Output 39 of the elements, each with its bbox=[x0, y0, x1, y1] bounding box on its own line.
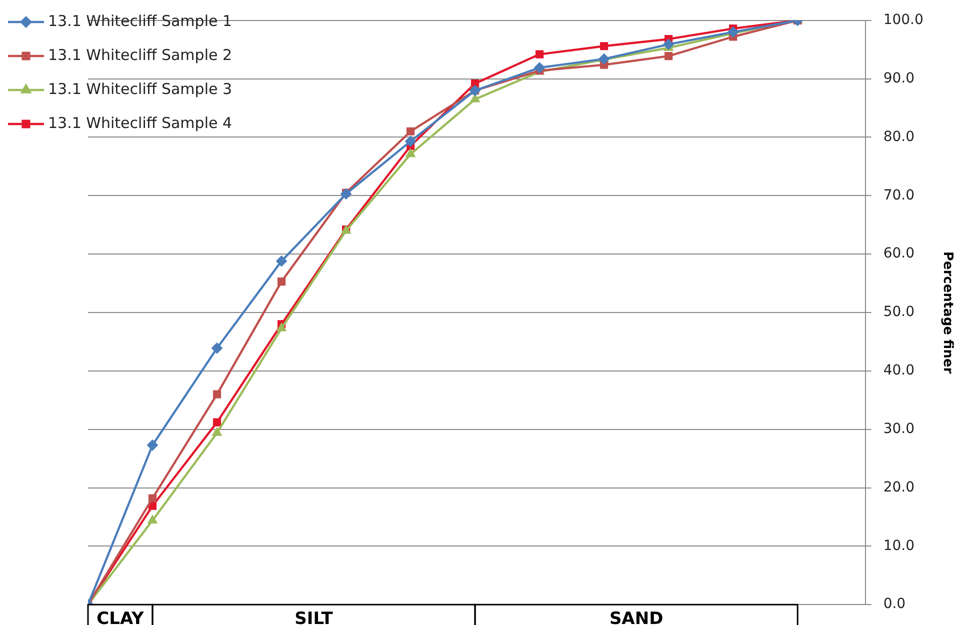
y-tick-label: 0.0 bbox=[883, 596, 906, 612]
point bbox=[664, 52, 673, 60]
legend-label: 13.1 Whitecliff Sample 3 bbox=[48, 80, 232, 98]
point bbox=[276, 256, 288, 267]
point bbox=[534, 62, 546, 74]
point bbox=[276, 322, 286, 332]
point bbox=[212, 342, 223, 354]
y-tick-label: 100.0 bbox=[883, 12, 924, 28]
point bbox=[406, 127, 415, 136]
point bbox=[536, 50, 544, 58]
y-tick-label: 20.0 bbox=[883, 479, 914, 496]
point bbox=[406, 148, 416, 158]
y-axis-title: Percentage finer bbox=[940, 251, 955, 374]
point bbox=[148, 514, 158, 524]
point bbox=[147, 440, 158, 451]
point bbox=[277, 278, 286, 286]
y-tick-label: 40.0 bbox=[883, 362, 914, 379]
point bbox=[600, 42, 608, 50]
point bbox=[212, 418, 222, 426]
text: SILT bbox=[294, 609, 334, 625]
point bbox=[212, 390, 222, 398]
y-tick-label: 80.0 bbox=[883, 128, 914, 145]
legend-label: 13.1 Whitecliff Sample 2 bbox=[48, 46, 232, 64]
y-tick-label: 60.0 bbox=[883, 246, 914, 262]
y-tick-label: 70.0 bbox=[883, 187, 914, 204]
legend-label: 13.1 Whitecliff Sample 4 bbox=[48, 114, 232, 132]
point bbox=[405, 136, 416, 147]
point bbox=[148, 494, 157, 502]
y-tick-label: 10.0 bbox=[883, 538, 914, 554]
point bbox=[340, 188, 352, 200]
y-tick-label: 90.0 bbox=[883, 70, 914, 86]
legend-label: 13.1 Whitecliff Sample 1 bbox=[48, 12, 232, 30]
point bbox=[470, 94, 480, 102]
y-tick-label: 30.0 bbox=[883, 420, 914, 437]
text: SAND bbox=[609, 609, 664, 625]
text: CLAY bbox=[96, 609, 145, 625]
y-tick-label: 50.0 bbox=[883, 304, 914, 320]
point bbox=[663, 38, 674, 50]
point bbox=[212, 427, 222, 436]
